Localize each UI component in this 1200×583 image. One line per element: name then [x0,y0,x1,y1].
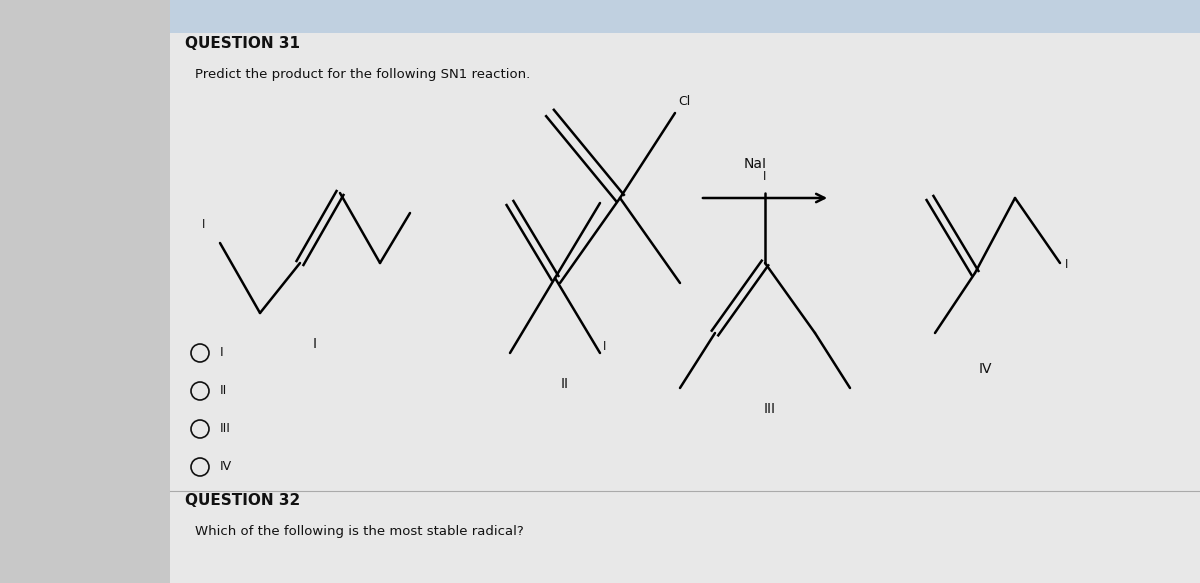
Text: I: I [602,340,606,353]
Bar [170,0,1200,33]
Text: IV: IV [220,461,232,473]
Text: Cl: Cl [678,95,690,108]
Text: III: III [764,402,776,416]
Text: Which of the following is the most stable radical?: Which of the following is the most stabl… [194,525,523,538]
Text: I: I [313,337,317,351]
Text: Predict the product for the following SN1 reaction.: Predict the product for the following SN… [194,68,530,81]
Text: I: I [763,170,767,183]
Text: I: I [202,218,205,231]
Text: QUESTION 32: QUESTION 32 [185,493,300,508]
Text: I: I [1066,258,1068,271]
Text: II: II [562,377,569,391]
Text: QUESTION 31: QUESTION 31 [185,36,300,51]
Text: IV: IV [978,362,991,376]
Text: II: II [220,385,227,398]
Text: I: I [220,346,223,360]
Text: III: III [220,423,230,436]
Bar [170,0,1200,583]
Text: NaI: NaI [744,157,767,171]
